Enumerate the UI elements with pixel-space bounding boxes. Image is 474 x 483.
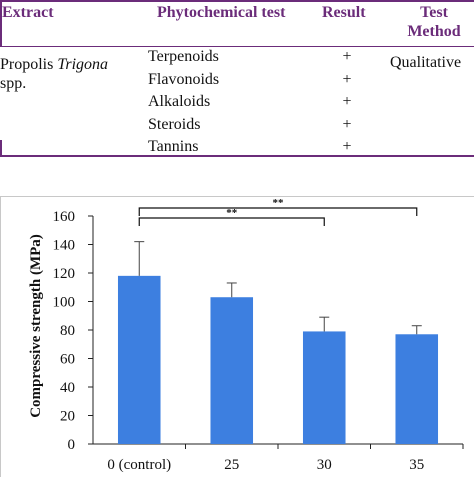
result-item: + xyxy=(342,70,352,88)
header-test-method-line1: Test xyxy=(420,4,448,21)
extract-name-prefix: Propolis xyxy=(0,56,58,73)
test-item: Alkaloids xyxy=(148,93,211,111)
significance-label: ** xyxy=(226,207,238,219)
extract-name-suffix: spp. xyxy=(0,75,27,92)
y-axis-title-group: Compressive strength (MPa) xyxy=(28,234,44,418)
extract-name: Propolis Trigona spp. xyxy=(0,55,140,93)
bar xyxy=(210,297,254,444)
header-result: Result xyxy=(322,4,366,21)
table-top-rule xyxy=(0,0,474,2)
bar xyxy=(302,331,346,444)
significance-label: ** xyxy=(273,197,285,209)
bar xyxy=(117,275,161,444)
y-tick-label: 20 xyxy=(60,409,75,425)
header-phytochemical-test: Phytochemical test xyxy=(157,4,286,21)
result-item: + xyxy=(342,93,352,111)
x-tick-label: 30 xyxy=(317,457,332,473)
table-left-edge xyxy=(0,0,2,46)
plot-area: 0 20 40 60 80 100 120 140 160 0 (control) 25 30 35 **… xyxy=(53,197,464,473)
result-item: + xyxy=(342,138,352,156)
compressive-strength-chart: Compressive strength (MPa) 0 20 40 60 80 100 1… xyxy=(28,197,464,473)
header-test-method: Test Method xyxy=(400,3,468,41)
test-list: Terpenoids Flavonoids Alkaloids Steroids… xyxy=(148,46,219,159)
significance-bracket xyxy=(138,207,418,216)
test-item: Terpenoids xyxy=(148,48,219,65)
header-extract: Extract xyxy=(2,4,54,21)
header-test-method-line2: Method xyxy=(407,23,461,40)
result-item: + xyxy=(342,115,352,133)
y-axis-title: Compressive strength (MPa) xyxy=(28,234,44,418)
table-bottom-rule xyxy=(0,155,474,157)
bar xyxy=(395,334,439,444)
result-list: + + + + + xyxy=(336,46,358,159)
y-tick-label: 80 xyxy=(60,323,75,339)
y-tick-label: 160 xyxy=(53,209,76,225)
chart-frame: Compressive strength (MPa) 0 20 40 60 80 100 1… xyxy=(0,196,474,477)
test-method-value: Qualitative xyxy=(390,54,462,71)
x-tick-label: 35 xyxy=(409,457,424,473)
y-tick-label: 60 xyxy=(60,352,75,368)
result-item: + xyxy=(342,48,352,65)
extract-name-genus: Trigona xyxy=(57,56,109,73)
x-tick-label: 25 xyxy=(224,457,239,473)
x-tick-label: 0 (control) xyxy=(107,457,171,473)
phytochemical-table: Extract Phytochemical test Result Test M… xyxy=(0,0,474,160)
test-item: Flavonoids xyxy=(148,70,220,88)
y-tick-label: 100 xyxy=(53,295,76,311)
test-item: Steroids xyxy=(148,115,201,133)
table-header-rule xyxy=(0,46,474,47)
table-left-edge-bottom xyxy=(0,140,2,157)
significance-bracket xyxy=(138,217,325,226)
y-tick-label: 140 xyxy=(53,238,76,254)
y-tick-label: 120 xyxy=(53,266,76,282)
y-tick-label: 40 xyxy=(60,380,75,396)
test-item: Tannins xyxy=(148,138,199,156)
y-tick-label: 0 xyxy=(68,437,76,453)
